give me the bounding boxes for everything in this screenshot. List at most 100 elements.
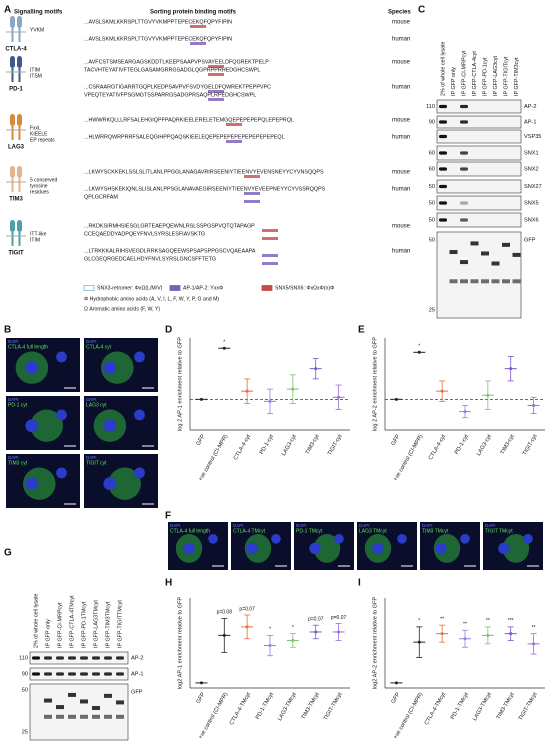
point: [268, 399, 272, 403]
blot: [29, 667, 129, 681]
mw-marker: 25: [429, 307, 435, 313]
stain-label: DAPI: [422, 523, 433, 528]
x-tick-label: TIM3-TMcyt: [301, 691, 321, 720]
band: [32, 672, 40, 676]
protein-name: CTLA-4: [5, 47, 27, 53]
band: [439, 151, 447, 155]
significance: *: [292, 625, 294, 631]
motif-note: KIEELE: [30, 131, 48, 137]
nucleus: [103, 419, 117, 433]
point: [199, 681, 203, 685]
receptor-icon: [10, 16, 22, 42]
motif-note: FxxL: [30, 125, 41, 131]
stain-label: DAPI: [8, 455, 19, 460]
band: [481, 279, 489, 284]
y-axis-label: log 2 AP-2 enrichment relative to GFP: [372, 337, 378, 431]
band: [56, 714, 64, 719]
significance: p=0.07: [308, 616, 324, 622]
band: [104, 714, 112, 719]
point: [394, 681, 398, 685]
motif-marker: [208, 65, 224, 68]
nucleus: [56, 467, 67, 479]
blot: [436, 99, 522, 114]
icon-tm: [18, 68, 21, 82]
receptor-icon: [10, 220, 22, 246]
x-tick-label: CTLA-4-cyt: [233, 433, 253, 461]
stain-label: DAPI: [359, 523, 370, 528]
protein-name: LAG3: [8, 145, 25, 151]
icon-ecd: [10, 16, 15, 28]
lane-label: 2% of whole cell lysate: [33, 593, 39, 648]
band: [68, 692, 76, 697]
point: [314, 367, 318, 371]
band: [44, 714, 52, 719]
band: [32, 656, 40, 660]
nucleus: [103, 477, 117, 491]
sequence: TACVHTEYATIVFTEGLGASAMGRRGSADGLQGPRPPRHE…: [84, 67, 260, 73]
point: [532, 642, 536, 646]
nucleus: [246, 542, 258, 555]
panel-label: E: [358, 325, 365, 336]
band: [68, 714, 76, 719]
cell-signal: [313, 534, 341, 563]
sequence: ...RKDKSIRMHSIESGLGRTEAEPQEWNLRSLSSPGSPV…: [84, 223, 255, 229]
band: [460, 279, 468, 284]
lane-label: IP GFP-CTLA-4cyt: [472, 51, 478, 96]
lane-label: IP GFP-LAG3TMcyt: [93, 600, 99, 648]
lane-label: IP GFP only: [451, 67, 457, 96]
band: [502, 242, 510, 247]
panel-label: A: [4, 5, 11, 16]
nucleus: [25, 477, 39, 491]
lane-label: IP GFP-CTLA-4TMcyt: [69, 595, 75, 648]
icon-ecd: [10, 56, 15, 68]
image-label: PD-1 cyt: [8, 402, 28, 408]
sequence: ...LKWYSHSKEKIQNLSLISLANLPPSGLANAVAEGIRS…: [84, 186, 326, 192]
significance: p=0.08: [217, 610, 233, 616]
band: [460, 104, 468, 109]
stain-label: DAPI: [86, 455, 97, 460]
sequence: ...AVFCSTSMSEARGAGSKDDTLKEEPSAAPVPSVAYEE…: [84, 59, 269, 65]
x-tick-label: PD-1-TMcyt: [255, 691, 275, 720]
band: [481, 251, 489, 256]
mw-marker: 90: [429, 119, 435, 125]
point: [463, 410, 467, 414]
band: [80, 699, 88, 704]
band: [460, 260, 468, 265]
species: mouse: [392, 20, 411, 26]
x-tick-label: TIM3-cyt: [305, 433, 321, 455]
icon-tm: [18, 178, 21, 192]
band: [116, 672, 124, 676]
band: [92, 672, 100, 676]
band: [439, 134, 447, 139]
receptor-icon: [10, 56, 22, 82]
legend-label: SNX5/SNX6: ΦxΩxΦ(n)Φ: [275, 285, 334, 291]
icon-tm: [18, 126, 21, 140]
blot-name: SNX2: [524, 166, 539, 172]
band: [116, 656, 124, 660]
significance: **: [463, 622, 467, 628]
point: [222, 633, 226, 637]
panel-label: D: [165, 325, 172, 336]
receptor-icon: [10, 166, 22, 192]
band: [460, 120, 468, 124]
mw-marker: 50: [22, 687, 28, 693]
image-label: CTLA-4 full length: [170, 528, 210, 534]
cell-signal: [244, 534, 272, 563]
significance: ***: [508, 618, 514, 624]
icon-tm: [11, 232, 14, 246]
band: [449, 279, 458, 284]
icon-ecd: [17, 114, 22, 126]
motif-marker: [190, 25, 206, 28]
band: [80, 672, 88, 676]
icon-tm: [11, 28, 14, 42]
motif-marker: [190, 42, 206, 45]
x-tick-label: LAG3-TMcyt: [277, 691, 298, 722]
band: [439, 218, 447, 222]
sequence: ...HWWRKQLLLRFSALEHGIQPFPAQRKIEELERELETE…: [84, 117, 294, 123]
point: [291, 638, 295, 642]
lane-label: IP GFP-PD-1TMcyt: [81, 601, 87, 648]
panel-label: I: [358, 578, 361, 589]
band: [56, 705, 64, 710]
band: [68, 672, 76, 676]
point: [337, 395, 341, 399]
